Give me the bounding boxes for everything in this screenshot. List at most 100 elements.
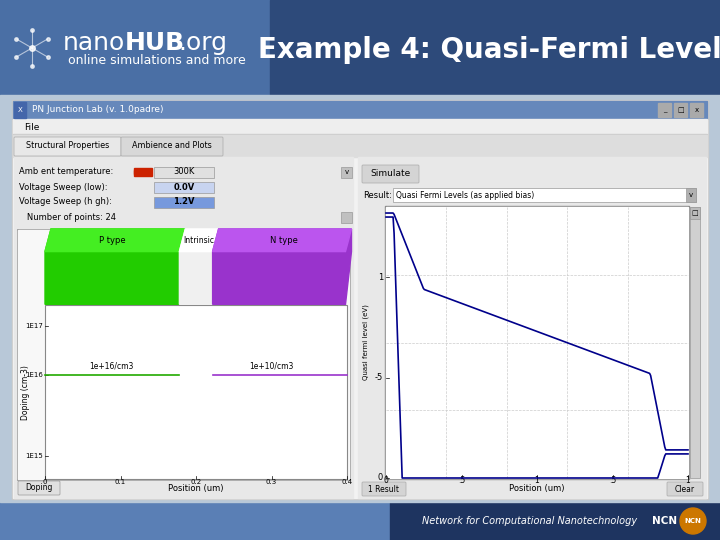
Text: 0.4: 0.4 xyxy=(341,479,353,485)
FancyBboxPatch shape xyxy=(362,482,406,496)
Text: Position (um): Position (um) xyxy=(509,484,564,493)
Bar xyxy=(154,197,214,208)
Text: Result:: Result: xyxy=(363,191,392,199)
Text: v: v xyxy=(344,169,348,175)
Text: _: _ xyxy=(662,107,666,113)
FancyBboxPatch shape xyxy=(14,137,121,156)
FancyBboxPatch shape xyxy=(362,165,419,183)
Bar xyxy=(690,207,700,219)
Bar xyxy=(13,134,707,135)
Text: .5: .5 xyxy=(609,476,616,485)
Text: .5: .5 xyxy=(458,476,465,485)
Text: 1E16: 1E16 xyxy=(25,372,43,378)
Bar xyxy=(385,206,689,479)
Bar xyxy=(690,207,700,478)
FancyBboxPatch shape xyxy=(121,137,223,156)
Bar xyxy=(14,157,353,498)
Polygon shape xyxy=(212,229,351,305)
Text: -5: -5 xyxy=(374,373,383,382)
Bar xyxy=(134,170,142,174)
Text: Ambience and Plots: Ambience and Plots xyxy=(132,141,212,151)
Polygon shape xyxy=(179,229,219,252)
Text: nano: nano xyxy=(63,31,125,55)
Bar xyxy=(0,0,720,95)
Bar xyxy=(14,102,26,118)
Bar xyxy=(154,167,214,178)
Bar xyxy=(390,502,720,540)
Text: HUB: HUB xyxy=(125,31,185,55)
Text: Position (um): Position (um) xyxy=(168,484,224,493)
Text: x: x xyxy=(694,107,698,113)
Bar xyxy=(686,188,696,202)
FancyBboxPatch shape xyxy=(667,482,703,496)
Text: 1e+10/cm3: 1e+10/cm3 xyxy=(249,362,294,371)
Bar xyxy=(674,103,687,117)
Text: Structural Properties: Structural Properties xyxy=(26,141,109,151)
Text: .org: .org xyxy=(178,31,227,55)
Text: Quasi fermi level (eV): Quasi fermi level (eV) xyxy=(363,305,369,381)
Text: PN Junction Lab (v. 1.0padre): PN Junction Lab (v. 1.0padre) xyxy=(32,105,163,114)
Text: 0: 0 xyxy=(378,474,383,483)
Bar xyxy=(393,188,696,202)
Bar xyxy=(386,207,688,478)
Text: 300K: 300K xyxy=(174,167,194,177)
Text: 1: 1 xyxy=(535,476,539,485)
Bar xyxy=(13,135,707,157)
Text: Quasi Fermi Levels (as applied bias): Quasi Fermi Levels (as applied bias) xyxy=(396,191,534,199)
Text: 0.3: 0.3 xyxy=(266,479,277,485)
Bar xyxy=(358,157,706,498)
Text: v: v xyxy=(689,192,693,198)
Text: Doping: Doping xyxy=(25,483,53,492)
Bar xyxy=(270,0,720,95)
Text: Example 4: Quasi-Fermi Level: Example 4: Quasi-Fermi Level xyxy=(258,36,720,64)
Text: NCN: NCN xyxy=(685,518,701,524)
Text: 1.2V: 1.2V xyxy=(174,198,194,206)
Text: 1 Result: 1 Result xyxy=(369,484,400,494)
Text: Voltage Sweep (low):: Voltage Sweep (low): xyxy=(19,183,107,192)
Bar xyxy=(13,101,707,498)
Text: Clear: Clear xyxy=(675,484,695,494)
Polygon shape xyxy=(45,229,185,252)
Text: File: File xyxy=(24,123,40,132)
Text: Number of points: 24: Number of points: 24 xyxy=(19,213,116,221)
Circle shape xyxy=(680,508,706,534)
Text: 1: 1 xyxy=(378,273,383,282)
Text: Doping (cm-3): Doping (cm-3) xyxy=(20,364,30,420)
Text: Intrinsic: Intrinsic xyxy=(184,236,215,245)
Text: 0: 0 xyxy=(42,479,48,485)
Text: 1E15: 1E15 xyxy=(25,454,43,460)
Text: 0.1: 0.1 xyxy=(115,479,126,485)
Bar xyxy=(0,95,720,502)
Bar xyxy=(45,305,347,479)
Text: X: X xyxy=(17,107,22,113)
Bar xyxy=(17,229,350,480)
Text: NCN: NCN xyxy=(652,516,678,526)
Bar xyxy=(0,502,390,540)
Bar xyxy=(13,101,707,119)
FancyBboxPatch shape xyxy=(18,481,60,495)
Text: 0: 0 xyxy=(384,476,388,485)
Bar xyxy=(18,230,349,479)
Text: 1E17: 1E17 xyxy=(25,323,43,329)
Text: Voltage Sweep (h gh):: Voltage Sweep (h gh): xyxy=(19,198,112,206)
Bar xyxy=(13,119,707,135)
Text: N type: N type xyxy=(270,236,298,245)
Bar xyxy=(134,168,152,176)
Bar xyxy=(658,103,671,117)
Bar xyxy=(12,100,708,499)
Text: Simulate: Simulate xyxy=(370,170,410,179)
Text: 1e+16/cm3: 1e+16/cm3 xyxy=(89,362,134,371)
Text: P type: P type xyxy=(99,236,125,245)
Text: □: □ xyxy=(692,210,698,216)
Polygon shape xyxy=(212,229,351,252)
Polygon shape xyxy=(45,229,185,305)
Bar xyxy=(690,103,703,117)
Text: 0.0V: 0.0V xyxy=(174,183,194,192)
Bar xyxy=(154,182,214,193)
Text: 1: 1 xyxy=(685,476,690,485)
Text: □: □ xyxy=(678,107,684,113)
Bar xyxy=(341,167,352,178)
Text: online simulations and more: online simulations and more xyxy=(68,53,246,66)
Polygon shape xyxy=(179,229,219,305)
Text: Amb ent temperature:: Amb ent temperature: xyxy=(19,167,113,177)
